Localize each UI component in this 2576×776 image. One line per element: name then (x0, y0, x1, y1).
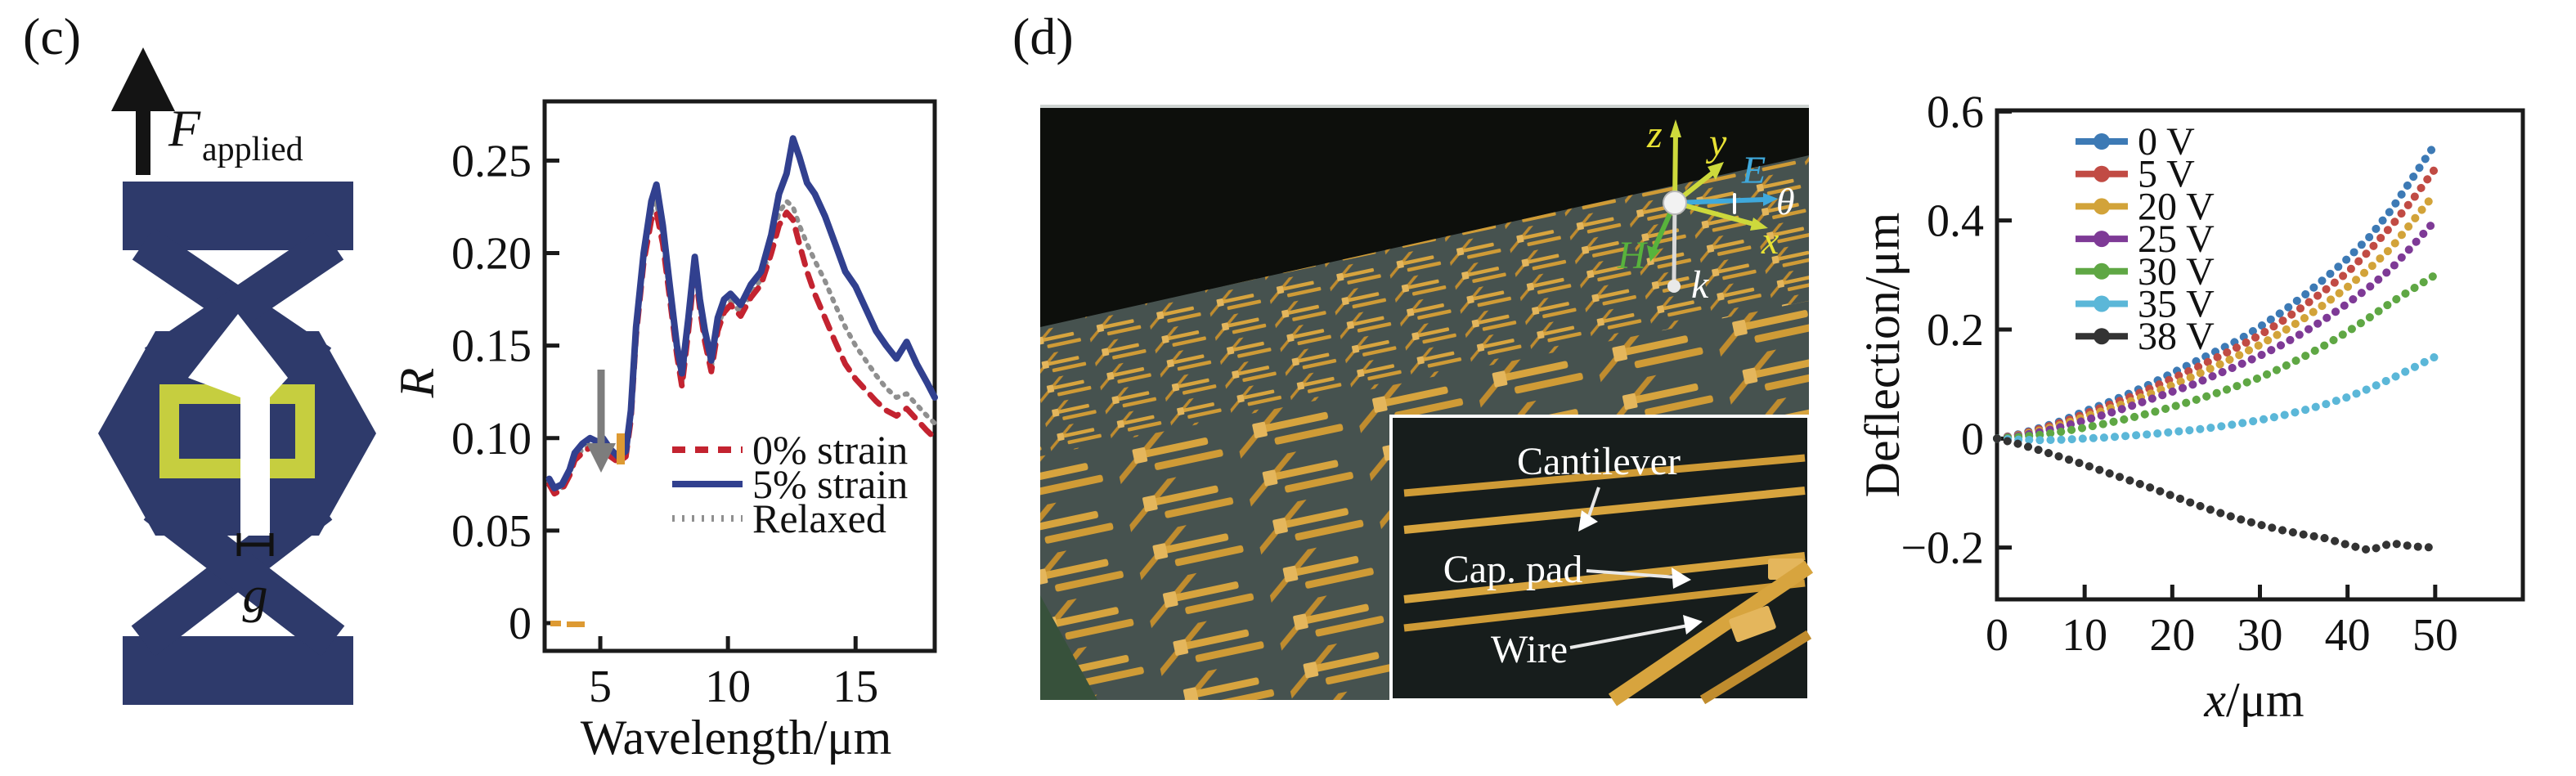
resonance-arrow-annotation (586, 370, 616, 473)
y-tick-label: 0.4 (1927, 196, 1984, 247)
x-axis-arrowhead (1750, 218, 1768, 231)
y-tick-label: −0.2 (1901, 523, 1984, 574)
series-30-v (1993, 271, 2439, 443)
legend-label: 5% strain (752, 461, 908, 507)
y-tick-label: 0.6 (1927, 87, 1984, 137)
gap-label: g (243, 567, 268, 623)
h-field-arrowhead (1647, 245, 1660, 262)
legend-label: 20 V (2138, 185, 2215, 228)
inset-cap-pad-label: Cap. pad (1443, 548, 1583, 591)
series-25-v (1993, 216, 2439, 443)
legend-label: 38 V (2138, 315, 2215, 358)
series-35-v (1993, 352, 2439, 445)
x-tick-label: 20 (2149, 610, 2195, 661)
panel-c-label: (c) (23, 7, 82, 65)
x-tick-label: 30 (2237, 610, 2283, 661)
y-tick-label: 0.25 (451, 136, 532, 186)
applied-force-arrow (111, 47, 175, 175)
capacitor-gap-channel (188, 314, 288, 536)
y-tick-label: 0 (509, 599, 532, 649)
cantilever-array-far (1040, 155, 1809, 456)
h-field-label: H (1617, 234, 1648, 277)
x-tick-label: 0 (1986, 610, 2008, 661)
force-label-main: F (168, 99, 201, 157)
k-vector-endpoint (1667, 280, 1681, 293)
legend-marker-dot (2094, 262, 2110, 280)
x-tick-label: 10 (2062, 610, 2107, 661)
y-tick-label: 0.2 (1927, 305, 1984, 356)
coordinate-axes (1647, 119, 1778, 293)
plot-frame (542, 99, 937, 653)
schematic-hexagon-frame (98, 331, 376, 536)
y-tick-label: 0.05 (451, 506, 532, 557)
legend-marker-dot (2094, 198, 2110, 215)
series-5-v (1993, 164, 2439, 443)
wire-pointer-arrowhead (1683, 615, 1703, 635)
z-axis-label: z (1646, 113, 1663, 156)
legend-label: 0 V (2138, 120, 2195, 164)
x-tick-label: 10 (705, 662, 751, 712)
force-label-sub: applied (202, 131, 303, 168)
x-axis-label: x (1761, 219, 1779, 262)
e-field-arrowhead (1763, 193, 1778, 206)
inset-wire-label: Wire (1491, 628, 1568, 671)
y-tick-label: 0.15 (451, 321, 532, 372)
inset-gold-structures (1403, 454, 1814, 706)
render-corner-wedge (1040, 595, 1097, 700)
spectrum-x-axis-label: Wavelength/μm (581, 711, 892, 765)
baseline-artifact-marks (550, 433, 625, 627)
legend-label: 5 V (2138, 153, 2195, 196)
spectrum-y-axis-label: R (390, 368, 444, 399)
legend-label: 25 V (2138, 218, 2215, 261)
z-axis-arrowhead (1670, 119, 1681, 137)
cap-pad-pointer-arrowhead (1672, 567, 1691, 589)
k-vector-label: k (1691, 263, 1710, 307)
series-38-v (1993, 434, 2439, 554)
legend-label: 0% strain (752, 427, 908, 473)
cantilever-pointer-arrowhead (1578, 510, 1598, 532)
metamaterial-3d-render: z y E θ x H k Cantilever (1040, 105, 1814, 706)
theta-label: θ (1776, 181, 1795, 222)
legend-label: Relaxed (752, 496, 886, 541)
legend-marker-dot (2094, 165, 2110, 182)
y-tick-label: 0.20 (451, 229, 532, 280)
legend-label: 35 V (2138, 283, 2215, 326)
legend-marker-dot (2094, 231, 2110, 248)
y-axis-label: y (1705, 121, 1727, 164)
deflection-x-axis-label-unit: /μm (2226, 673, 2304, 727)
x-tick-label: 40 (2325, 610, 2371, 661)
y-tick-label: 0.10 (451, 414, 532, 464)
x-tick-label: 50 (2412, 610, 2458, 661)
e-field-label: E (1741, 149, 1766, 192)
legend-marker-dot (2094, 133, 2110, 150)
inset-cantilever-label: Cantilever (1517, 440, 1681, 483)
series-5-strain (545, 135, 938, 491)
panel-d-label: (d) (1012, 7, 1074, 65)
deflection-x-axis-label-italic: x (2203, 673, 2226, 727)
x-tick-label: 15 (832, 662, 878, 712)
gap-dimension-bracket (236, 533, 274, 556)
render-inset: Cantilever Cap. pad Wire (1389, 415, 1814, 706)
legend-marker-dot (2094, 328, 2110, 345)
y-tick-label: 0 (1961, 414, 1984, 464)
axes-origin-sphere (1663, 191, 1687, 215)
legend-label: 30 V (2138, 250, 2215, 294)
y-axis-arrowhead (1708, 162, 1724, 180)
x-tick-label: 5 (589, 662, 612, 712)
deflection-y-axis-label: Deflection/μm (1856, 213, 1910, 498)
render-dark-background (1040, 105, 1809, 327)
deflection-plot-area: 0 10 20 30 40 50−0.200.20.40.60 V5 V20 V25 V3… (1901, 87, 2525, 661)
metamaterial-unit-schematic: g (98, 182, 376, 705)
legend-marker-dot (2094, 295, 2110, 312)
